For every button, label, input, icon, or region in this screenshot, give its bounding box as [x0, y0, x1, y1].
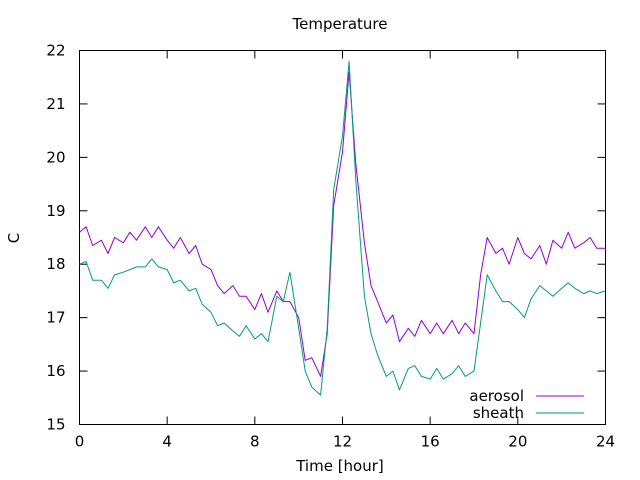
legend-label-sheath: sheath [473, 404, 524, 422]
x-tick-label: 8 [250, 433, 260, 451]
plot-frame [79, 50, 606, 425]
x-tick-label: 4 [162, 433, 172, 451]
legend-label-aerosol: aerosol [469, 387, 524, 405]
x-axis: 0 4 8 12 16 20 24 [75, 50, 615, 451]
y-tick-label: 17 [46, 309, 65, 327]
y-tick-label: 22 [46, 42, 65, 60]
y-tick-label: 21 [46, 95, 65, 113]
x-tick-label: 0 [75, 433, 85, 451]
series-lines [79, 60, 606, 396]
y-tick-label: 20 [46, 148, 65, 166]
y-tick-label: 19 [46, 202, 65, 220]
x-tick-label: 24 [596, 433, 615, 451]
y-tick-label: 16 [46, 362, 65, 380]
x-tick-label: 12 [333, 433, 352, 451]
plot-area: 0 4 8 12 16 20 24 15 16 17 18 19 20 21 22 [46, 42, 615, 451]
x-axis-label: Time [hour] [295, 457, 384, 475]
y-axis: 15 16 17 18 19 20 21 22 [46, 42, 606, 434]
y-tick-label: 18 [46, 255, 65, 273]
x-tick-label: 20 [508, 433, 527, 451]
x-tick-label: 16 [421, 433, 440, 451]
y-axis-label: C [5, 233, 23, 243]
chart-title: Temperature [291, 15, 387, 33]
y-tick-label: 15 [46, 416, 65, 434]
series-line-sheath [79, 60, 606, 396]
series-line-aerosol [79, 71, 606, 377]
